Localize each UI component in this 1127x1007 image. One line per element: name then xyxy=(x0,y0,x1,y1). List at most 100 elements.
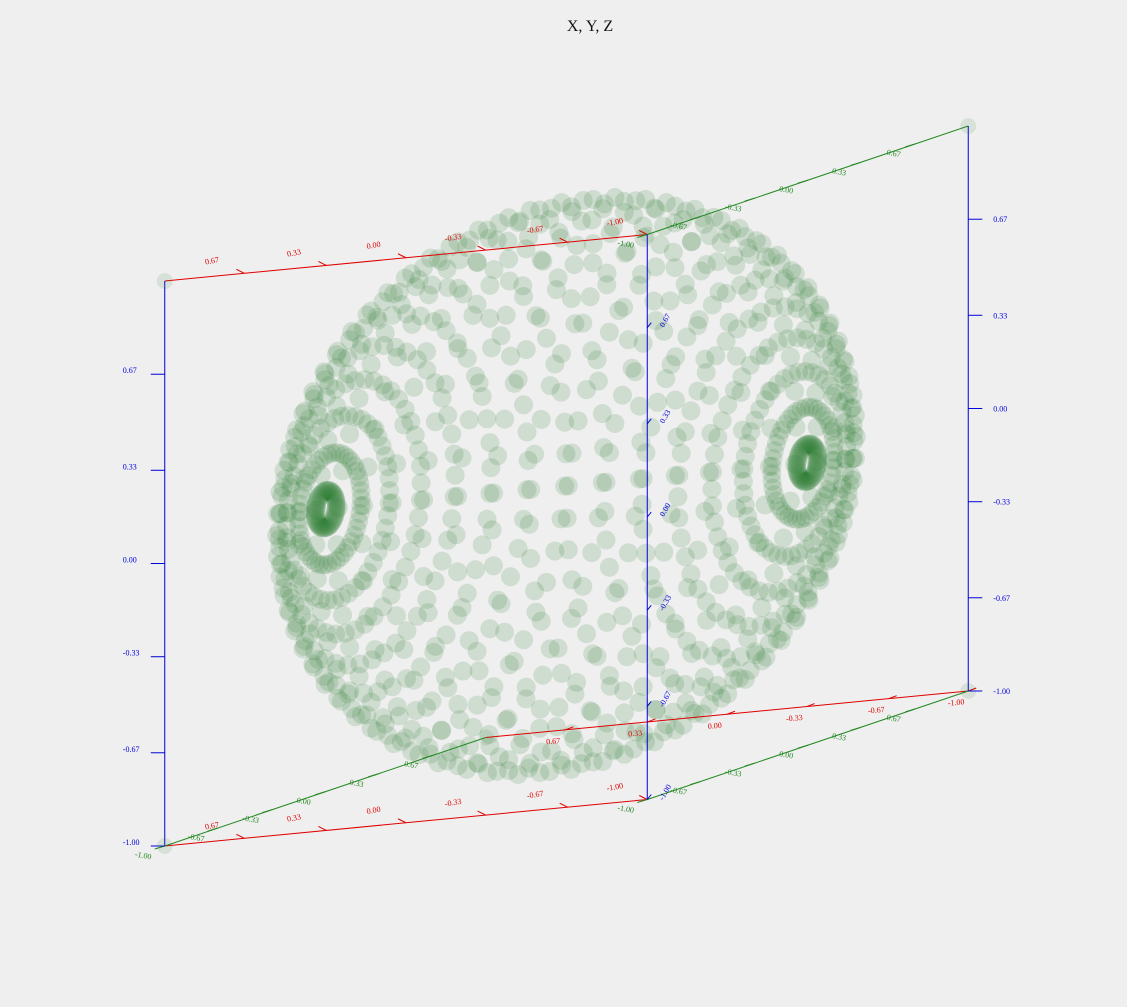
data-point xyxy=(469,661,489,681)
data-point xyxy=(425,571,445,591)
data-point xyxy=(280,452,299,472)
data-point xyxy=(306,498,326,518)
data-point xyxy=(797,565,817,585)
data-point xyxy=(318,555,338,574)
data-point xyxy=(666,619,686,639)
data-point xyxy=(288,454,308,474)
data-point xyxy=(779,507,799,527)
data-point xyxy=(699,462,719,482)
data-point xyxy=(374,643,394,663)
data-point xyxy=(733,471,753,491)
data-point xyxy=(299,546,318,566)
data-point xyxy=(431,721,451,740)
data-point xyxy=(467,695,487,715)
data-point xyxy=(764,286,784,306)
data-point xyxy=(319,481,339,501)
data-point xyxy=(305,505,325,525)
data-point xyxy=(349,467,369,487)
data-point xyxy=(797,472,816,491)
z-tick-label: -0.67 xyxy=(993,594,1010,603)
data-point xyxy=(484,677,504,697)
data-point xyxy=(521,479,541,499)
data-point xyxy=(726,255,746,275)
data-point xyxy=(582,341,602,361)
data-point xyxy=(682,232,702,251)
data-point xyxy=(795,539,815,559)
data-point xyxy=(311,517,331,537)
data-point xyxy=(740,577,760,597)
data-point xyxy=(825,498,845,518)
data-point xyxy=(740,355,760,375)
data-point xyxy=(326,498,346,518)
data-point xyxy=(375,323,395,343)
y-axis-tick xyxy=(850,161,861,166)
data-point xyxy=(636,543,656,563)
data-point xyxy=(727,346,746,366)
data-point xyxy=(820,376,840,396)
x-tick-label: -1.00 xyxy=(947,697,964,707)
data-point xyxy=(418,603,438,623)
data-point xyxy=(365,640,385,660)
data-point xyxy=(431,309,451,328)
data-point xyxy=(832,402,852,422)
data-point xyxy=(646,199,666,219)
data-point xyxy=(508,539,528,558)
data-point xyxy=(834,500,853,520)
data-point xyxy=(817,480,837,500)
data-point xyxy=(428,753,448,773)
data-point xyxy=(775,504,795,524)
data-point xyxy=(746,231,766,251)
data-point xyxy=(700,694,720,714)
data-point xyxy=(791,509,811,529)
data-point xyxy=(775,546,794,566)
data-point xyxy=(791,399,811,419)
data-point xyxy=(785,611,805,631)
data-point xyxy=(688,579,708,599)
data-point xyxy=(488,590,508,610)
data-point xyxy=(618,330,638,350)
data-point xyxy=(322,512,342,532)
data-point xyxy=(545,354,565,374)
data-point xyxy=(389,572,409,592)
data-point xyxy=(284,466,304,486)
data-point xyxy=(629,692,649,712)
y-axis-tick xyxy=(797,179,808,184)
data-point xyxy=(702,479,722,499)
data-point xyxy=(661,355,681,374)
data-point xyxy=(323,483,343,503)
data-point xyxy=(824,443,844,463)
data-point xyxy=(603,741,623,761)
data-point xyxy=(438,278,458,297)
data-point xyxy=(342,699,362,719)
data-point xyxy=(325,590,344,610)
data-point xyxy=(328,341,348,361)
data-point xyxy=(314,447,333,467)
data-point xyxy=(516,340,536,360)
data-point xyxy=(807,417,827,437)
data-point xyxy=(835,449,855,469)
x-axis-tick xyxy=(639,230,648,235)
data-point xyxy=(389,706,409,726)
data-point xyxy=(798,278,818,298)
data-point xyxy=(592,404,612,424)
data-point xyxy=(491,594,511,614)
data-point xyxy=(424,312,444,332)
data-point xyxy=(472,387,492,406)
data-point xyxy=(593,752,613,771)
data-point xyxy=(829,486,849,506)
data-point xyxy=(387,454,406,474)
data-point xyxy=(615,721,635,741)
data-point xyxy=(775,414,795,434)
data-point xyxy=(352,334,371,354)
x-tick-label: 0.67 xyxy=(204,255,219,266)
data-point xyxy=(334,445,354,465)
data-point xyxy=(287,613,307,633)
data-point xyxy=(562,570,582,590)
data-point xyxy=(772,420,792,440)
data-point xyxy=(746,645,766,665)
data-point xyxy=(732,571,752,591)
y-axis-tick xyxy=(905,708,916,713)
data-point xyxy=(840,474,860,494)
data-point xyxy=(782,604,802,624)
data-point xyxy=(326,624,346,644)
